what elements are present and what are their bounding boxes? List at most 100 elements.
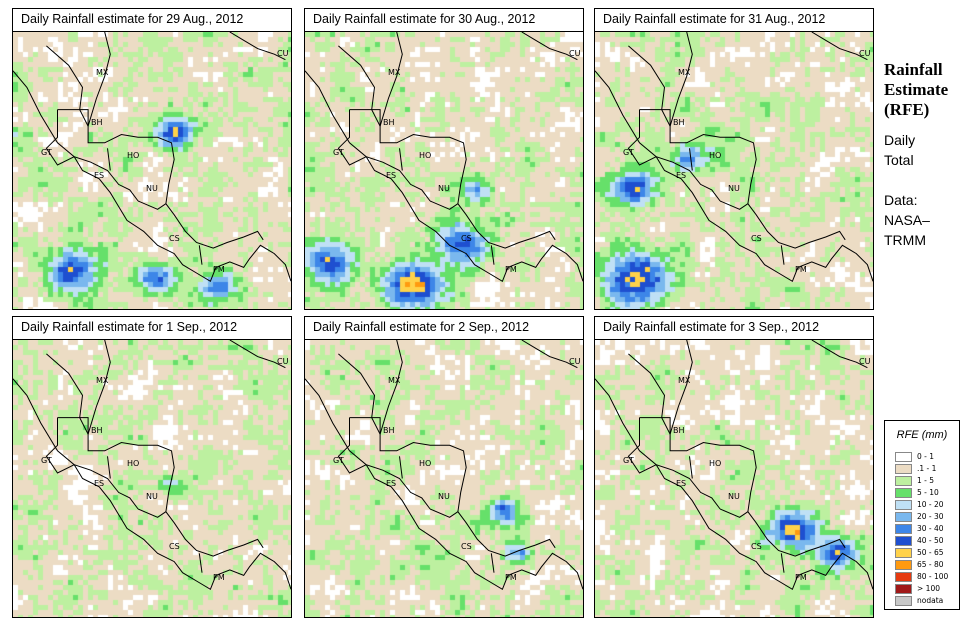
country-label: MX (388, 68, 401, 77)
rainfall-grid (305, 340, 583, 617)
country-label: PM (795, 265, 807, 274)
data-source-label: Data: NASA– TRMM (884, 192, 930, 248)
legend-label: 5 - 10 (917, 488, 939, 497)
country-label: NU (438, 184, 450, 193)
boundary-line (137, 200, 167, 210)
country-label: PM (505, 573, 517, 582)
boundary-line (399, 456, 403, 479)
boundary-line (366, 156, 431, 202)
legend-swatch (895, 535, 912, 546)
boundary-line (74, 464, 139, 510)
legend-swatch (895, 475, 912, 486)
boundary-line (719, 508, 749, 518)
country-label: HO (127, 151, 140, 160)
boundary-line (338, 340, 403, 436)
country-label: CS (461, 542, 472, 551)
rfe-legend: RFE (mm) 0 - 1 .1 - 1 1 - 5 5 - 10 10 - 20 20… (884, 420, 960, 610)
boundary-line (337, 109, 367, 166)
boundary-line (780, 245, 785, 265)
boundary-line (305, 70, 583, 283)
boundary-line (627, 417, 657, 474)
boundary-line (628, 340, 693, 436)
country-label: CS (751, 542, 762, 551)
boundary-line (399, 148, 403, 171)
legend-swatch (895, 487, 912, 498)
country-label: ES (94, 479, 105, 488)
country-label: GT (333, 148, 344, 157)
country-label: GT (623, 148, 634, 157)
legend-label: .1 - 1 (917, 464, 937, 473)
boundary-line (656, 156, 721, 202)
period-label: Daily Total (884, 132, 916, 168)
rainfall-grid (595, 340, 873, 617)
legend-label: 1 - 5 (917, 476, 935, 485)
panel-title: Daily Rainfall estimate for 2 Sep., 2012 (304, 316, 584, 340)
boundary-line (639, 109, 671, 127)
country-label: CU (569, 357, 581, 366)
country-label: CS (169, 234, 180, 243)
country-label: CU (859, 49, 871, 58)
rainfall-map: MX BH GT HO ES NU CS PM CU (304, 31, 584, 310)
country-label: HO (419, 459, 432, 468)
country-label: NU (146, 492, 158, 501)
boundary-line (46, 340, 111, 436)
panel-title: Daily Rainfall estimate for 1 Sep., 2012 (12, 316, 292, 340)
rainfall-map: MX BH GT HO ES NU CS PM CU (304, 339, 584, 618)
boundaries-overlay (13, 340, 291, 591)
country-label: NU (728, 492, 740, 501)
boundary-line (628, 32, 693, 128)
country-label: CU (277, 49, 289, 58)
legend-swatch (895, 559, 912, 570)
country-label: PM (795, 573, 807, 582)
country-label: HO (709, 151, 722, 160)
boundary-line (490, 245, 495, 265)
country-label: ES (676, 171, 687, 180)
boundary-line (13, 378, 291, 591)
legend-swatch (895, 451, 912, 462)
panel-title: Daily Rainfall estimate for 3 Sep., 2012 (594, 316, 874, 340)
boundary-line (107, 456, 111, 479)
boundary-line (490, 553, 495, 573)
country-label: HO (709, 459, 722, 468)
legend-label: 30 - 40 (917, 524, 944, 533)
legend-swatch (895, 571, 912, 582)
boundary-line (689, 148, 693, 171)
country-label: BH (383, 426, 395, 435)
country-label: MX (388, 376, 401, 385)
boundary-line (429, 508, 459, 518)
boundary-line (811, 340, 868, 369)
boundary-line (689, 456, 693, 479)
legend-swatch (895, 511, 912, 522)
country-label: GT (41, 456, 52, 465)
legend-item: .1 - 1 (895, 463, 936, 474)
boundary-line (46, 32, 111, 128)
boundary-line (627, 109, 657, 166)
country-label: CU (569, 49, 581, 58)
boundary-line (669, 126, 846, 249)
country-label: CU (859, 357, 871, 366)
country-label: NU (146, 184, 158, 193)
country-label: ES (386, 171, 397, 180)
legend-item: > 100 (895, 583, 940, 594)
country-label: ES (676, 479, 687, 488)
legend-label: 20 - 30 (917, 512, 944, 521)
boundary-line (379, 434, 556, 557)
legend-item: 0 - 1 (895, 451, 934, 462)
legend-label: 40 - 50 (917, 536, 944, 545)
legend-title: RFE (mm) (896, 429, 948, 441)
country-label: PM (213, 573, 225, 582)
boundaries-overlay (305, 32, 583, 283)
legend-label: 50 - 65 (917, 548, 944, 557)
country-label: GT (41, 148, 52, 157)
country-label: BH (91, 118, 103, 127)
legend-item: 20 - 30 (895, 511, 944, 522)
boundary-line (45, 417, 75, 474)
boundary-line (349, 417, 381, 435)
legend-item: 30 - 40 (895, 523, 944, 534)
boundary-line (74, 156, 139, 202)
legend-swatch (895, 463, 912, 474)
legend-label: 80 - 100 (917, 572, 949, 581)
country-label: BH (91, 426, 103, 435)
rainfall-map: MX BH GT HO ES NU CS PM CU (12, 339, 292, 618)
country-label: BH (673, 118, 685, 127)
